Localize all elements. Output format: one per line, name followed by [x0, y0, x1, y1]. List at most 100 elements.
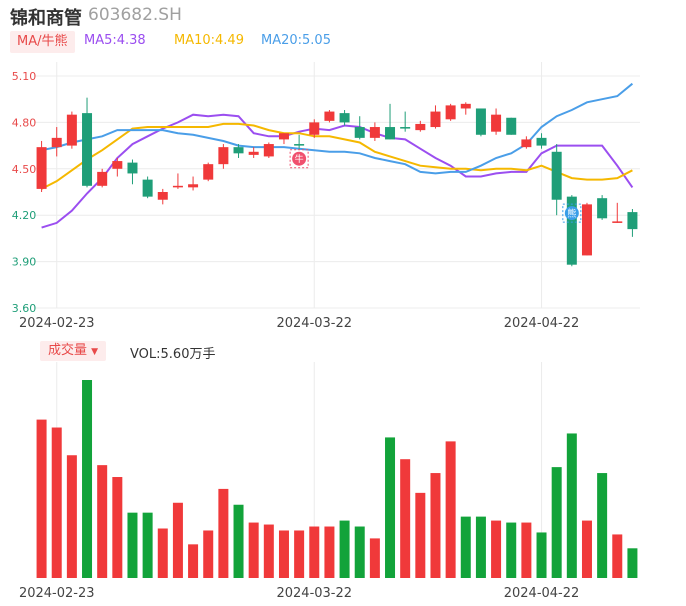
- volume-bar: [475, 516, 486, 578]
- candle-body: [66, 114, 77, 146]
- candle-body: [157, 192, 168, 200]
- bear-marker-label: 熊: [567, 208, 576, 220]
- price-date-label: 2024-03-22: [276, 316, 352, 331]
- candle-body: [400, 127, 411, 129]
- volume-bar: [97, 465, 108, 578]
- candle-body: [36, 147, 47, 189]
- candle-body: [172, 185, 183, 188]
- candle-body: [536, 137, 547, 146]
- candle-body: [112, 161, 123, 169]
- candle-body: [233, 147, 244, 154]
- ma-indicator-selector[interactable]: MA/牛熊: [10, 31, 75, 53]
- bear-marker-frame: [562, 203, 582, 223]
- candle-body: [566, 196, 577, 265]
- volume-bar: [188, 544, 199, 578]
- ma20-line: [41, 82, 634, 175]
- bull-marker-icon: [292, 151, 307, 166]
- candle-body: [248, 151, 259, 155]
- volume-bar: [172, 502, 183, 578]
- volume-date-label: 2024-03-22: [276, 586, 352, 601]
- candle-body: [203, 164, 214, 180]
- price-date-label: 2024-02-23: [19, 316, 95, 331]
- volume-bar: [551, 467, 562, 578]
- volume-bar: [157, 528, 168, 578]
- candle-body: [51, 137, 62, 148]
- candle-body: [627, 212, 638, 230]
- volume-bar: [581, 520, 592, 578]
- volume-bar: [36, 419, 47, 578]
- candle-body: [551, 151, 562, 200]
- candle-body: [82, 113, 93, 186]
- volume-bar: [248, 522, 259, 578]
- ma5-legend: MA5:4.38: [84, 33, 146, 48]
- volume-bar: [324, 526, 335, 578]
- volume-bar: [430, 473, 441, 578]
- volume-bar: [263, 524, 274, 578]
- candle-body: [294, 144, 305, 146]
- volume-bar: [233, 504, 244, 578]
- volume-bar: [354, 526, 365, 578]
- volume-bar: [400, 459, 411, 578]
- volume-bar: [309, 526, 320, 578]
- price-tick-label: 3.60: [12, 302, 37, 315]
- candle-body: [430, 111, 441, 128]
- volume-bar: [566, 433, 577, 578]
- candle-body: [188, 184, 199, 188]
- volume-bar: [460, 516, 471, 578]
- candle-body: [460, 103, 471, 109]
- candle-body: [324, 111, 335, 121]
- candle-body: [339, 113, 350, 123]
- ma5-line: [41, 113, 634, 229]
- volume-bar: [536, 532, 547, 578]
- volume-tag-label: 成交量: [48, 343, 88, 358]
- candle-body: [142, 179, 153, 197]
- price-tick-label: 4.20: [12, 209, 37, 222]
- volume-bar: [521, 522, 532, 578]
- volume-bar: [112, 477, 123, 578]
- ma10-legend: MA10:4.49: [174, 33, 244, 48]
- volume-bar: [82, 380, 93, 578]
- volume-date-label: 2024-04-22: [504, 586, 580, 601]
- candle-body: [385, 127, 396, 140]
- candle-body: [475, 108, 486, 135]
- price-tick-label: 4.80: [12, 116, 37, 129]
- price-tick-label: 5.10: [12, 70, 37, 83]
- bear-marker-icon: [564, 206, 579, 221]
- volume-date-label: 2024-02-23: [19, 586, 95, 601]
- dropdown-arrow-icon: ▼: [91, 347, 99, 357]
- volume-bar: [203, 530, 214, 578]
- stock-code: 603682.SH: [88, 5, 182, 25]
- volume-bar: [294, 530, 305, 578]
- bull-marker-label: 牛: [295, 153, 304, 165]
- candle-body: [521, 139, 532, 148]
- volume-bar: [627, 548, 638, 578]
- volume-bar: [415, 492, 426, 578]
- volume-bar: [127, 512, 138, 578]
- candle-body: [612, 221, 623, 223]
- volume-bar: [385, 437, 396, 578]
- volume-indicator-selector[interactable]: 成交量 ▼: [40, 341, 107, 361]
- ma10-line: [41, 122, 633, 190]
- candle-body: [415, 123, 426, 131]
- price-tick-label: 3.90: [12, 256, 37, 269]
- volume-bar: [278, 530, 289, 578]
- candle-body: [218, 147, 229, 165]
- candle-body: [597, 198, 608, 219]
- candle-body: [278, 133, 289, 140]
- candle-body: [263, 144, 274, 157]
- price-date-label: 2024-04-22: [504, 316, 580, 331]
- volume-bar: [612, 534, 623, 578]
- volume-bar: [51, 427, 62, 578]
- stock-name: 锦和商管: [10, 8, 82, 29]
- volume-bar: [597, 473, 608, 578]
- volume-bar: [339, 520, 350, 578]
- candle-body: [369, 127, 380, 138]
- volume-bar: [369, 538, 380, 578]
- candle-body: [581, 204, 592, 256]
- candle-body: [506, 117, 517, 135]
- volume-bar: [218, 488, 229, 578]
- volume-bar: [491, 520, 502, 578]
- candle-body: [309, 122, 320, 135]
- bull-marker-frame: [289, 149, 309, 169]
